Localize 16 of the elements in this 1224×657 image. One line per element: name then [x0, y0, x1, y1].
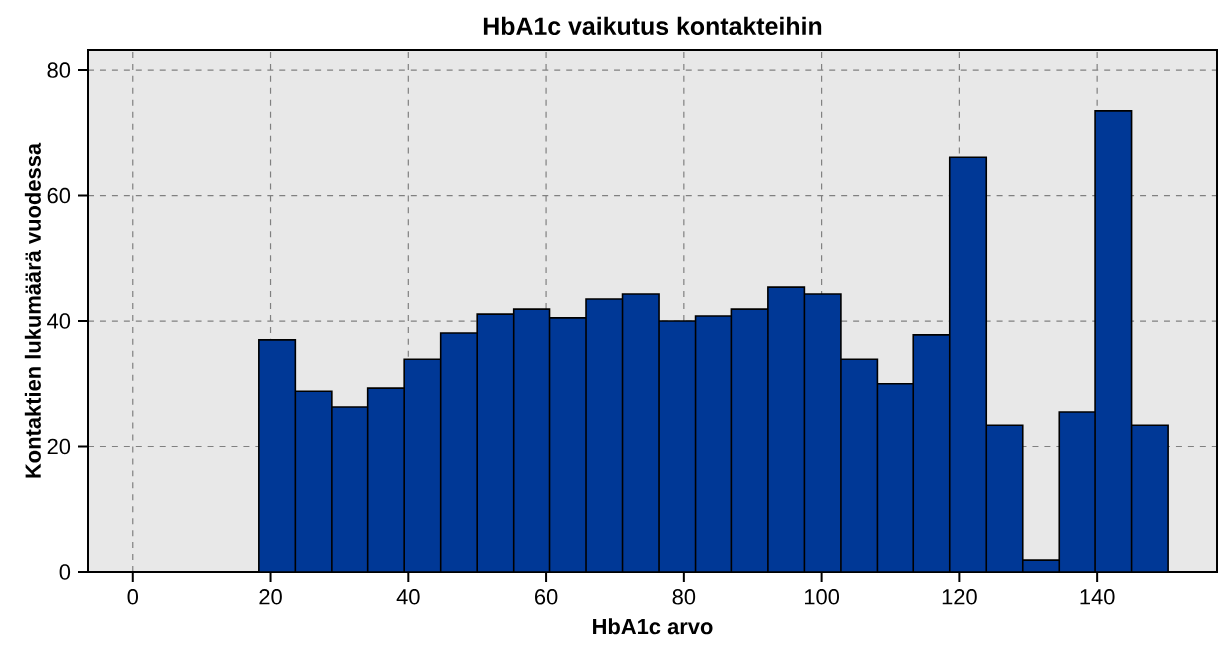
x-tick-label: 80 [672, 589, 696, 605]
y-tick-label: 40 [47, 313, 71, 329]
y-tick-label: 80 [47, 62, 71, 78]
x-tick-label: 0 [127, 589, 138, 605]
y-tick-label: 60 [47, 187, 71, 204]
x-axis-title: HbA1c arvo [593, 618, 713, 635]
x-tick-label: 60 [535, 589, 558, 605]
y-axis-title: Kontaktien lukumäärä vuodessa [24, 142, 41, 478]
chart-title: HbA1c vaikutus kontakteihin [483, 16, 822, 35]
x-tick-label: 20 [259, 589, 282, 605]
x-tick-label: 120 [942, 589, 977, 605]
y-tick-label: 20 [47, 438, 71, 455]
y-tick-label: 0 [59, 564, 71, 580]
x-tick-label: 40 [396, 589, 420, 605]
x-tick-label: 100 [804, 589, 840, 605]
x-tick-label: 140 [1080, 589, 1115, 605]
